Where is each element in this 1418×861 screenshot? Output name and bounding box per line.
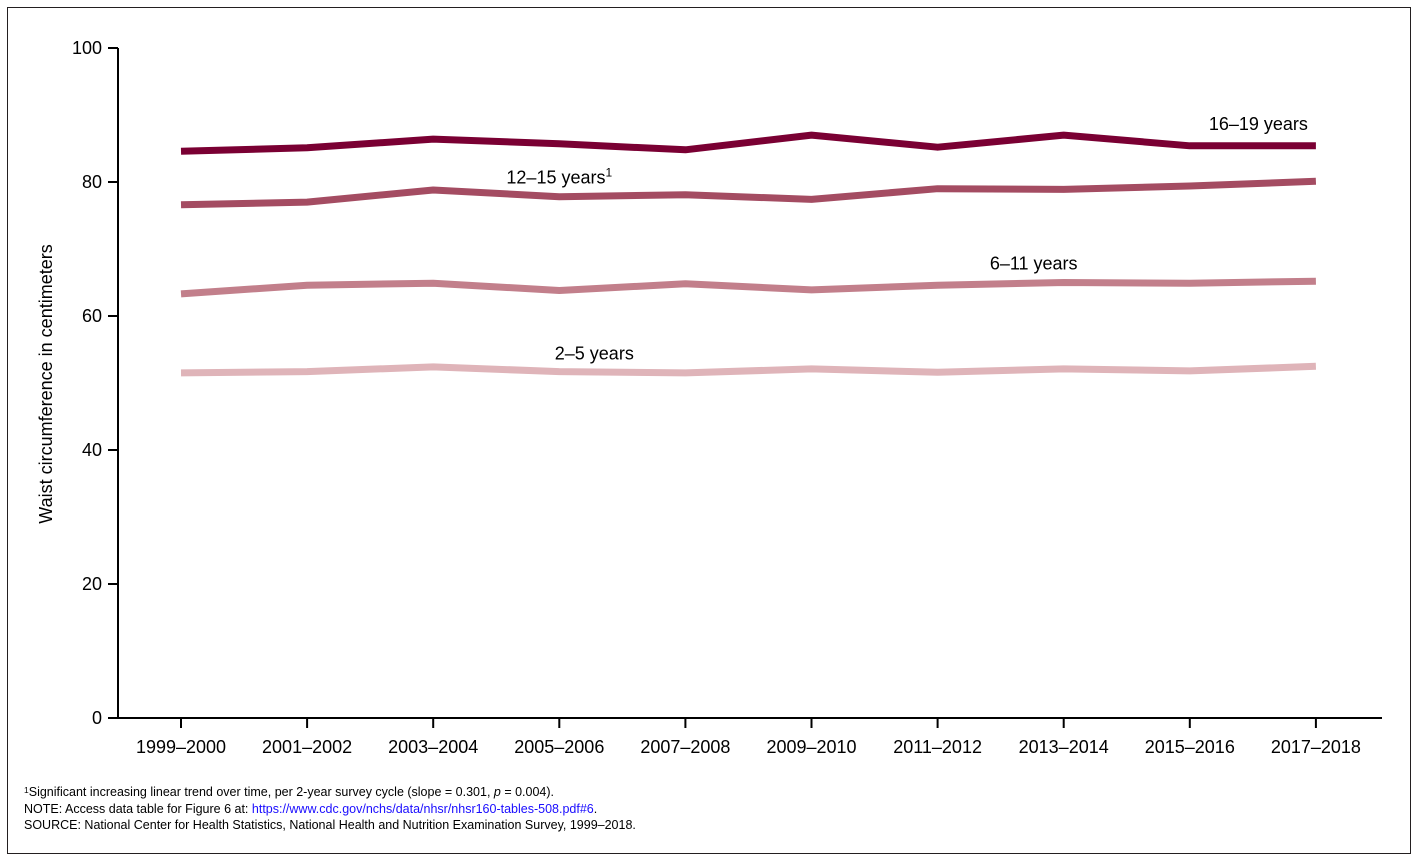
series-label: 6–11 years [990,254,1078,274]
footnote-marker: 1 [24,785,29,795]
x-tick-label: 2007–2008 [640,737,730,757]
series-line [180,277,1316,298]
line-chart: Waist circumference in centimeters 0 20 40… [36,38,1382,757]
x-tick-label: 2001–2002 [262,737,352,757]
y-tick-label: 60 [82,306,102,326]
x-tick-label: 2011–2012 [893,737,982,757]
footnote: 1Significant increasing linear trend ove… [24,785,555,799]
x-tick-label: 2015–2016 [1145,737,1235,757]
note-line: NOTE: Access data table for Figure 6 at:… [24,801,598,816]
series-label: 16–19 years [1209,114,1308,134]
y-tick-label: 100 [72,38,102,58]
notes: 1Significant increasing linear trend ove… [24,784,636,834]
series-line [180,177,1317,209]
series-label: 12–15 years1 [506,166,612,188]
x-tick-label: 2017–2018 [1271,737,1361,757]
y-tick-label: 40 [82,440,102,460]
series-line [180,131,1316,155]
x-tick-label: 2003–2004 [388,737,478,757]
source-line: SOURCE: National Center for Health Stati… [24,818,636,832]
y-tick-label: 20 [82,574,102,594]
x-tick-label: 2013–2014 [1019,737,1109,757]
axes: 0 20 40 60 80 100 1999–2000 2001–2002 2003–2004 2… [72,38,1382,757]
y-tick-label: 0 [92,708,102,728]
figure-frame [7,7,1411,854]
series-line [180,362,1317,377]
series-labels: 16–19 years 12–15 years1 6–11 years 2–5 yea… [506,114,1307,364]
x-tick-label: 1999–2000 [136,737,226,757]
x-tick-label: 2009–2010 [766,737,856,757]
series-label: 2–5 years [555,344,634,364]
x-tick-label: 2005–2006 [514,737,604,757]
y-axis-title: Waist circumference in centimeters [36,244,56,523]
y-tick-label: 80 [82,172,102,192]
data-table-link[interactable]: https://www.cdc.gov/nchs/data/nhsr/nhsr1… [251,801,594,816]
series-layer [180,131,1317,377]
